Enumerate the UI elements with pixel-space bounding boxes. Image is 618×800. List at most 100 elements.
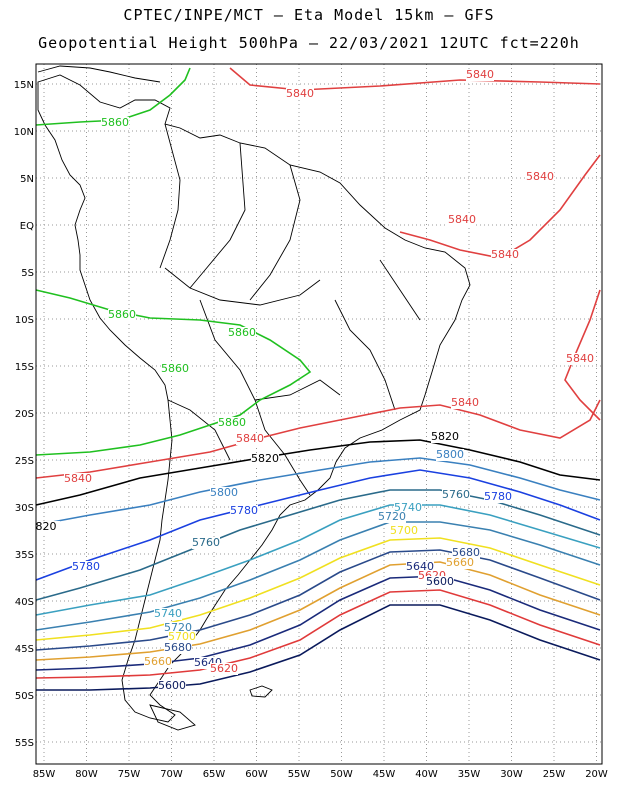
contour-label: 5740	[394, 501, 422, 514]
contour-5840	[229, 67, 601, 91]
lat-tick-label: 20S	[15, 409, 34, 420]
contour-label: 5840	[451, 396, 479, 409]
contour-label-bg	[228, 327, 256, 339]
contour-label: 5700	[168, 630, 196, 643]
contour-label-bg	[164, 642, 192, 654]
lat-tick-label: 10N	[14, 127, 34, 138]
contour-5720	[35, 521, 601, 631]
lon-tick-label: 25W	[543, 769, 566, 780]
contour-label-bg	[168, 631, 196, 643]
axis-ticks: 15N 10N 5N EQ 5S 10S 15S 20S 25S 30S 35S 40S 45S 50S 5…	[14, 80, 608, 780]
contour-label: 5680	[452, 546, 480, 559]
contour-label-bg	[161, 363, 189, 375]
contour-label-bg	[451, 397, 479, 409]
contour-label: 5660	[144, 655, 172, 668]
contour-label-bg	[101, 117, 129, 129]
lon-tick-label: 75W	[118, 769, 141, 780]
contour-label: 5820	[431, 430, 459, 443]
contour-label: 5840	[466, 68, 494, 81]
lon-tick-label: 20W	[585, 769, 608, 780]
lat-tick-label: 45S	[15, 644, 34, 655]
contour-label-bg	[32, 521, 60, 533]
contour-label-bg	[72, 561, 100, 573]
lat-lon-grid	[36, 64, 602, 764]
lon-tick-label: 40W	[415, 769, 438, 780]
lat-tick-label: 40S	[15, 597, 34, 608]
contour-5660	[35, 561, 601, 661]
contour-label: 5760	[192, 536, 220, 549]
contour-label: 5780	[230, 504, 258, 517]
contour-label: 5600	[158, 679, 186, 692]
contour-5840	[35, 399, 601, 479]
contour-5780	[35, 469, 601, 581]
lat-tick-label: 30S	[15, 503, 34, 514]
lat-tick-label: 15N	[14, 80, 34, 91]
lat-tick-label: 5N	[20, 174, 34, 185]
contour-label: 5780	[72, 560, 100, 573]
contour-label: 5840	[491, 248, 519, 261]
contour-label: 5680	[164, 641, 192, 654]
contour-label: 820	[36, 520, 57, 533]
contour-labels: 5840 5840 5840 5840 5840 5840 5840 5840 5840 5860…	[32, 68, 594, 692]
lat-tick-label: 55S	[15, 738, 34, 749]
contour-label-bg	[251, 453, 279, 465]
contour-label-bg	[210, 487, 238, 499]
map-frame	[35, 63, 603, 765]
contour-label-bg	[484, 491, 512, 503]
contour-label-bg	[436, 449, 464, 461]
contour-5700	[35, 537, 601, 641]
falklands	[249, 685, 273, 698]
contour-label-bg	[218, 417, 246, 429]
lon-tick-label: 70W	[160, 769, 183, 780]
contour-label-bg	[448, 214, 476, 226]
contour-label: 5740	[154, 607, 182, 620]
country-borders	[159, 123, 421, 496]
contour-5740	[35, 504, 601, 616]
contour-label-bg	[154, 608, 182, 620]
map-subtitle: Geopotential Height 500hPa — 22/03/2021 …	[38, 34, 580, 52]
lon-tick-label: 80W	[75, 769, 98, 780]
contour-label: 5640	[406, 560, 434, 573]
contour-label-bg	[431, 431, 459, 443]
contour-label: 5720	[378, 510, 406, 523]
contour-5840	[564, 289, 601, 421]
contour-label: 5860	[218, 416, 246, 429]
contour-label-bg	[446, 557, 474, 569]
contour-5640	[35, 575, 601, 671]
tierra-del-fuego	[149, 704, 196, 731]
lat-tick-label: 35S	[15, 550, 34, 561]
central-america-coast	[37, 65, 161, 83]
contour-label-bg	[526, 171, 554, 183]
lon-tick-label: 55W	[288, 769, 311, 780]
contour-label-bg	[566, 353, 594, 365]
lat-tick-label: 25S	[15, 456, 34, 467]
contour-label: 5840	[64, 472, 92, 485]
contour-label: 5700	[390, 524, 418, 537]
contour-label-bg	[452, 547, 480, 559]
lat-tick-label: 5S	[21, 268, 34, 279]
contour-5600	[36, 604, 601, 691]
contour-5620	[35, 589, 601, 679]
contour-label: 5860	[101, 116, 129, 129]
contour-label: 5840	[448, 213, 476, 226]
contour-label-bg	[426, 576, 454, 588]
coastline-borders	[37, 65, 471, 731]
contour-label: 5720	[164, 621, 192, 634]
contour-5800	[35, 457, 601, 526]
map-title: CPTEC/INPE/MCT — Eta Model 15km — GFS	[123, 6, 495, 24]
lon-tick-label: 35W	[458, 769, 481, 780]
contour-label-bg	[378, 511, 406, 523]
lon-tick-label: 85W	[33, 769, 56, 780]
contour-label: 5800	[436, 448, 464, 461]
contour-label-bg	[230, 505, 258, 517]
contour-5840	[399, 154, 601, 259]
contour-label: 5800	[210, 486, 238, 499]
lat-tick-label: 10S	[15, 315, 34, 326]
lon-tick-label: 65W	[203, 769, 226, 780]
contour-label-bg	[466, 69, 494, 81]
contour-label: 5660	[446, 556, 474, 569]
contour-label-bg	[108, 309, 136, 321]
contour-label: 5760	[442, 488, 470, 501]
lon-tick-label: 50W	[330, 769, 353, 780]
